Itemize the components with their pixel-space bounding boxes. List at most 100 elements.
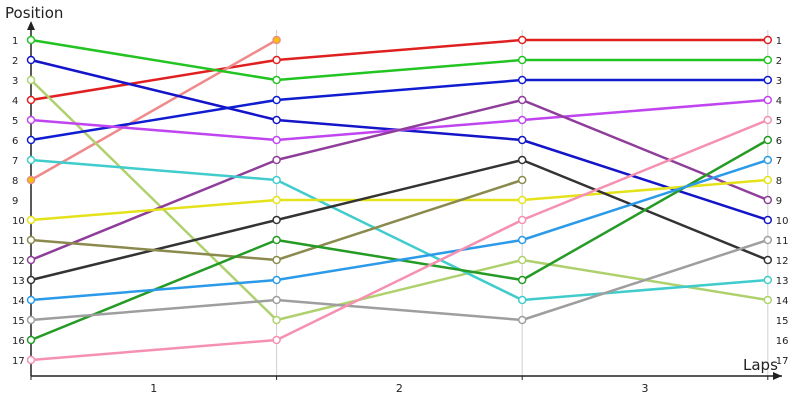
y-tick-label-left: 6 [12,136,18,147]
data-point [272,295,281,305]
data-point [272,55,281,65]
x-axis-title: Laps [743,356,778,374]
y-tick-label-right: 1 [776,36,782,47]
data-point [517,155,527,165]
data-point [517,235,527,245]
data-point [272,115,281,125]
data-point [26,315,36,325]
data-point [517,95,527,105]
y-tick-label-right: 6 [776,136,782,147]
y-tick-label-right: 9 [776,196,782,207]
y-tick-label-right: 13 [776,276,789,287]
data-point [272,215,281,225]
series-line [30,78,768,142]
series-line [30,238,769,322]
data-point [272,235,281,245]
data-point [763,155,773,165]
y-axis-title: Position [5,4,64,22]
data-point [272,75,281,85]
y-tick-label-right: 11 [776,236,789,247]
data-point [517,175,527,185]
y-tick-label-right: 3 [776,76,782,87]
data-point [763,295,773,305]
y-tick-label-left: 9 [12,196,18,207]
series-line [30,158,768,302]
data-point [517,315,527,325]
data-point [763,35,773,45]
data-point [517,75,527,85]
y-tick-label-left: 10 [12,216,25,227]
data-point [272,175,281,185]
y-tick-label-right: 16 [776,336,789,347]
series-line [30,158,769,302]
series-line [30,38,278,182]
data-point [763,195,773,205]
data-point [517,55,527,65]
data-point [763,175,773,185]
data-point [26,295,36,305]
series-line [30,38,768,102]
y-tick-label-left: 11 [12,236,25,247]
y-tick-label-left: 12 [12,256,25,267]
data-point [272,315,281,325]
data-point [272,95,281,105]
data-point [26,55,36,65]
y-tick-label-left: 13 [12,276,25,287]
x-axis-arrow [773,372,782,380]
data-point [26,175,36,185]
data-point [763,215,773,225]
y-tick-label-left: 1 [12,36,18,47]
y-tick-label-right: 2 [776,56,782,67]
data-point [517,295,527,305]
data-point [272,35,281,45]
data-point [517,275,527,285]
data-point [763,95,773,105]
data-point [272,275,281,285]
data-point [517,35,527,45]
data-point [26,135,36,145]
data-point [26,255,36,265]
data-point [763,115,773,125]
data-point [26,75,36,85]
data-point [26,35,36,45]
y-tick-label-left: 16 [12,336,25,347]
x-tick-label: 2 [396,382,403,395]
y-tick-label-left: 2 [12,56,18,67]
data-point [26,235,36,245]
series-line [30,98,769,262]
data-point [26,115,36,125]
y-tick-label-right: 17 [776,356,789,367]
data-point [272,335,281,345]
data-point [517,135,527,145]
series-line [30,118,769,362]
y-tick-label-right: 10 [776,216,789,227]
y-tick-label-right: 7 [776,156,782,167]
data-point [26,155,36,165]
data-point [272,195,281,205]
series-lines [30,38,769,362]
y-tick-label-left: 3 [12,76,18,87]
data-point [26,275,36,285]
y-tick-label-left: 7 [12,156,18,167]
data-point [26,95,36,105]
data-point [517,115,527,125]
y-tick-label-right: 14 [776,296,789,307]
y-tick-label-right: 5 [776,116,782,127]
data-point [517,215,527,225]
data-point [272,135,281,145]
y-tick-label-left: 17 [12,356,25,367]
y-tick-label-right: 12 [776,256,789,267]
y-tick-label-right: 15 [776,316,789,327]
y-tick-label-right: 8 [776,176,782,187]
data-point [26,215,36,225]
data-point [763,275,773,285]
data-point [272,255,281,265]
series-line [30,38,768,82]
y-tick-label-left: 15 [12,316,25,327]
data-point [517,255,527,265]
series-line [30,98,768,142]
x-tick-label: 3 [642,382,649,395]
y-tick-label-left: 8 [12,176,18,187]
